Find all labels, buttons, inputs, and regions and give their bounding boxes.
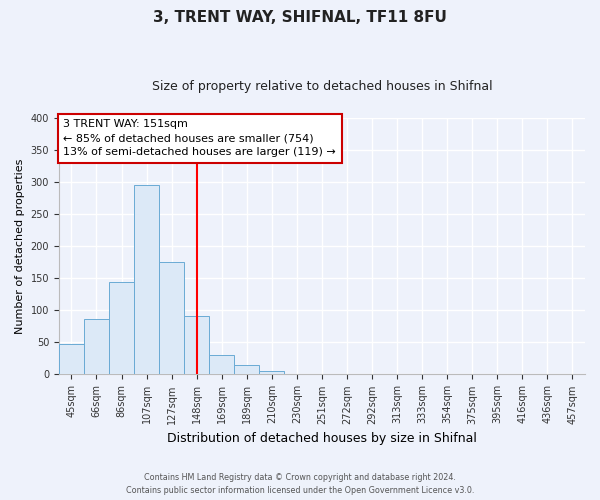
Title: Size of property relative to detached houses in Shifnal: Size of property relative to detached ho… [152, 80, 492, 93]
Bar [109, 282, 134, 374]
Bar [184, 316, 209, 374]
Bar [84, 320, 109, 374]
Text: Contains HM Land Registry data © Crown copyright and database right 2024.
Contai: Contains HM Land Registry data © Crown c… [126, 474, 474, 495]
Bar [234, 365, 259, 374]
Text: 3, TRENT WAY, SHIFNAL, TF11 8FU: 3, TRENT WAY, SHIFNAL, TF11 8FU [153, 10, 447, 25]
Bar [259, 371, 284, 374]
Text: 3 TRENT WAY: 151sqm
← 85% of detached houses are smaller (754)
13% of semi-detac: 3 TRENT WAY: 151sqm ← 85% of detached ho… [64, 119, 336, 157]
Bar [159, 262, 184, 374]
Bar [134, 184, 159, 374]
Bar [209, 355, 234, 374]
X-axis label: Distribution of detached houses by size in Shifnal: Distribution of detached houses by size … [167, 432, 477, 445]
Bar [59, 344, 84, 374]
Y-axis label: Number of detached properties: Number of detached properties [15, 158, 25, 334]
